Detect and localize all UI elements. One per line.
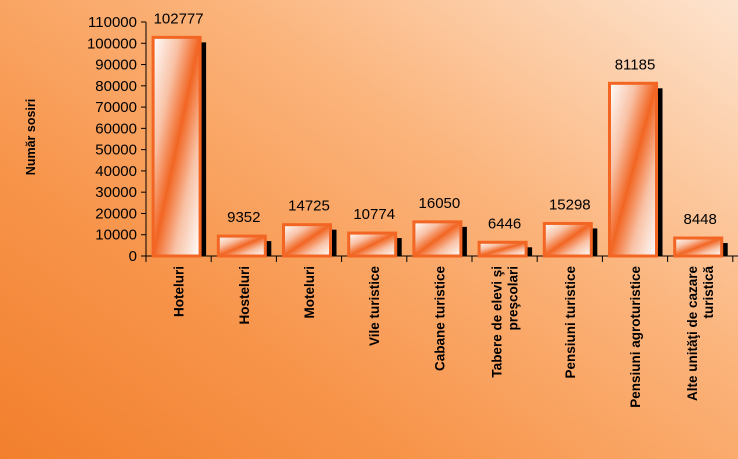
bars [151,35,728,258]
x-tick-label-line: Vile turistice [367,266,382,347]
y-tick-label: 100000 [87,35,137,52]
bar [673,236,724,258]
data-label: 16050 [419,195,461,212]
x-tick-label: Vile turistice [367,266,382,347]
y-tick-label: 10000 [95,227,137,244]
y-tick-label: 80000 [95,78,137,95]
x-tick-label: Hoteluri [172,266,187,317]
y-tick-label: 20000 [95,205,137,222]
y-tick-label: 70000 [95,99,137,116]
y-tick-label: 90000 [95,57,137,74]
data-label: 102777 [154,10,204,27]
x-tick-label: Pensiuni agroturistice [628,266,643,408]
bar [151,35,202,258]
data-label: 8448 [684,211,717,228]
y-tick-label: 60000 [95,120,137,137]
bar [542,221,593,258]
x-tick-label-line: Hoteluri [172,266,187,317]
x-tick-label: Tabere de elevi şi preşcolari [490,266,521,378]
x-tick-label-line: Hosteluri [237,266,252,325]
x-tick-label-line: Moteluri [302,266,317,319]
x-tick-label-line: turistică [701,266,716,319]
y-axis-title: Număr sosiri [24,99,38,175]
x-tick-label: Alte unităţi de cazare turistică [685,266,716,402]
x-tick-label-line: Pensiuni agroturistice [628,266,643,408]
data-label: 81185 [615,56,656,73]
x-tick-label-line: Pensiuni turistice [563,266,578,379]
bar [282,223,332,258]
bar [347,231,398,258]
data-label: 10774 [353,206,395,223]
data-label: 15298 [549,196,591,213]
x-tick-label-line: Tabere de elevi şi [490,266,505,378]
bar [216,234,267,258]
x-tick-label: Moteluri [302,266,317,319]
x-tick-label-line: preşcolari [506,266,521,331]
axes: 0 10000 20000 30000 40000 50000 60000 70000 8000… [87,14,738,265]
data-label: 6446 [488,215,521,232]
bar [477,240,528,258]
y-tick-label: 0 [129,248,137,265]
x-tick-label-line: Cabane turistice [432,266,447,372]
labels: 102777 9352 14725 10774 16050 6446 15298 81185 8… [154,10,717,407]
data-label: 14725 [288,198,330,215]
x-tick-label: Cabane turistice [432,266,447,372]
x-tick-label: Pensiuni turistice [563,266,578,379]
y-tick-label: 110000 [88,14,137,31]
data-label: 9352 [227,209,260,226]
bar [608,81,658,258]
y-tick-label: 30000 [95,184,137,201]
y-tick-label: 40000 [95,163,137,180]
bar [412,220,463,258]
x-tick-label-line: Alte unităţi de cazare [685,266,700,402]
x-tick-label: Hosteluri [237,266,252,325]
y-tick-label: 50000 [95,142,137,159]
